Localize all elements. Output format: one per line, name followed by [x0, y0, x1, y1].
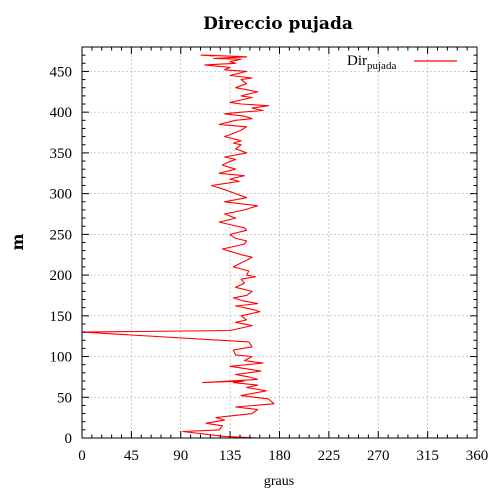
y-tick-label: 200	[50, 268, 73, 284]
legend-label-main: Dir	[347, 53, 367, 69]
y-tick-label: 250	[50, 227, 73, 243]
series-line-dir-pujada	[81, 54, 275, 439]
x-tick-label: 90	[173, 448, 188, 464]
y-tick-label: 450	[50, 64, 73, 80]
legend-label: Dirpujada	[347, 53, 396, 72]
x-axis-label: graus	[264, 474, 294, 489]
y-tick-label: 150	[50, 309, 73, 325]
plot-area	[81, 54, 275, 439]
y-tick-labels: 0 50 100 150 200 250 300 350 400 450	[50, 64, 73, 447]
chart-title: Direccio pujada	[203, 14, 353, 34]
grid-lines	[82, 47, 477, 438]
x-tick-label: 0	[78, 448, 86, 464]
y-tick-label: 350	[50, 146, 73, 162]
x-tick-labels: 0 45 90 135 180 225 270 315 360	[78, 448, 488, 464]
y-tick-label: 50	[57, 390, 72, 406]
x-tick-label: 270	[367, 448, 390, 464]
y-tick-label: 0	[65, 431, 73, 447]
legend-label-subscript: pujada	[367, 60, 396, 72]
legend: Dirpujada	[347, 53, 457, 72]
x-tick-label: 180	[268, 448, 291, 464]
x-tick-label: 135	[219, 448, 242, 464]
y-tick-label: 100	[50, 350, 73, 366]
y-axis-label: m	[8, 233, 27, 250]
y-tick-label: 400	[50, 105, 73, 121]
x-tick-label: 360	[466, 448, 489, 464]
x-tick-label: 315	[416, 448, 439, 464]
x-tick-label: 225	[318, 448, 341, 464]
x-tick-label: 45	[124, 448, 139, 464]
axis-ticks	[81, 46, 478, 439]
y-tick-label: 300	[50, 187, 73, 203]
